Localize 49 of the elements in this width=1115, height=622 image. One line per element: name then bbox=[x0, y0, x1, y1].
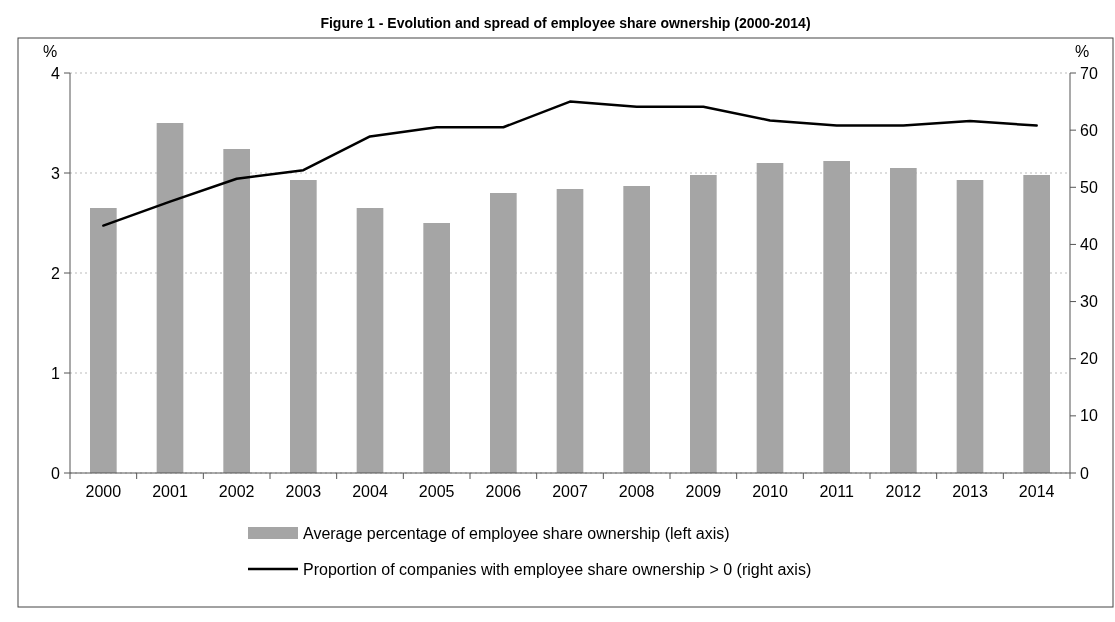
bar bbox=[423, 223, 450, 473]
legend-label: Proportion of companies with employee share ownership > 0 (right axis) bbox=[303, 560, 812, 578]
bar bbox=[490, 193, 517, 473]
x-tick-label: 2012 bbox=[885, 483, 922, 500]
y2-tick-label: 50 bbox=[1080, 178, 1098, 196]
x-tick-label: 2011 bbox=[819, 483, 854, 500]
y2-axis-title: % bbox=[1074, 43, 1090, 60]
y-tick-label: 3 bbox=[51, 164, 61, 182]
bar bbox=[956, 180, 984, 473]
y2-tick-label: 60 bbox=[1080, 121, 1098, 139]
y-tick-label: 0 bbox=[51, 464, 61, 482]
y2-tick-label: 70 bbox=[1080, 64, 1098, 82]
line-series bbox=[102, 100, 1038, 227]
bar bbox=[223, 149, 250, 473]
bar bbox=[90, 208, 117, 473]
y2-tick-label: 20 bbox=[1080, 350, 1098, 368]
bar bbox=[890, 168, 917, 473]
bar bbox=[356, 208, 384, 473]
y2-tick-label: 10 bbox=[1080, 407, 1098, 425]
bar bbox=[556, 189, 584, 473]
x-tick-label: 2014 bbox=[1018, 483, 1055, 500]
bar bbox=[756, 163, 784, 473]
bar bbox=[156, 123, 184, 473]
bar bbox=[1023, 175, 1050, 473]
x-tick-label: 2006 bbox=[485, 483, 522, 500]
y2-tick-label: 30 bbox=[1080, 293, 1098, 311]
x-tick-label: 2004 bbox=[352, 483, 388, 500]
y2-tick-label: 40 bbox=[1080, 236, 1098, 254]
y2-tick-label: 0 bbox=[1080, 464, 1089, 482]
y-axis-title: % bbox=[42, 43, 58, 60]
x-tick-label: 2000 bbox=[85, 483, 122, 500]
legend-label: Average percentage of employee share ownership (left axis) bbox=[303, 524, 730, 542]
x-tick-label: 2010 bbox=[752, 483, 788, 500]
x-tick-label: 2009 bbox=[685, 483, 722, 500]
x-tick-label: 2003 bbox=[285, 483, 322, 500]
x-tick-label: 2008 bbox=[618, 483, 655, 500]
x-tick-label: 2001 bbox=[152, 483, 188, 500]
x-tick-label: 2007 bbox=[552, 483, 588, 500]
bar bbox=[690, 175, 717, 473]
x-tick-label: 2005 bbox=[418, 483, 455, 500]
y-tick-label: 4 bbox=[51, 64, 61, 82]
bar bbox=[823, 161, 850, 473]
bar bbox=[623, 186, 650, 473]
chart-title: Figure 1 - Evolution and spread of employee share ownership (2000-2014) bbox=[320, 15, 811, 31]
bar bbox=[290, 180, 317, 473]
x-tick-label: 2002 bbox=[218, 483, 255, 500]
y-tick-label: 2 bbox=[51, 264, 61, 282]
x-tick-label: 2013 bbox=[952, 483, 988, 500]
y-tick-label: 1 bbox=[51, 364, 61, 382]
